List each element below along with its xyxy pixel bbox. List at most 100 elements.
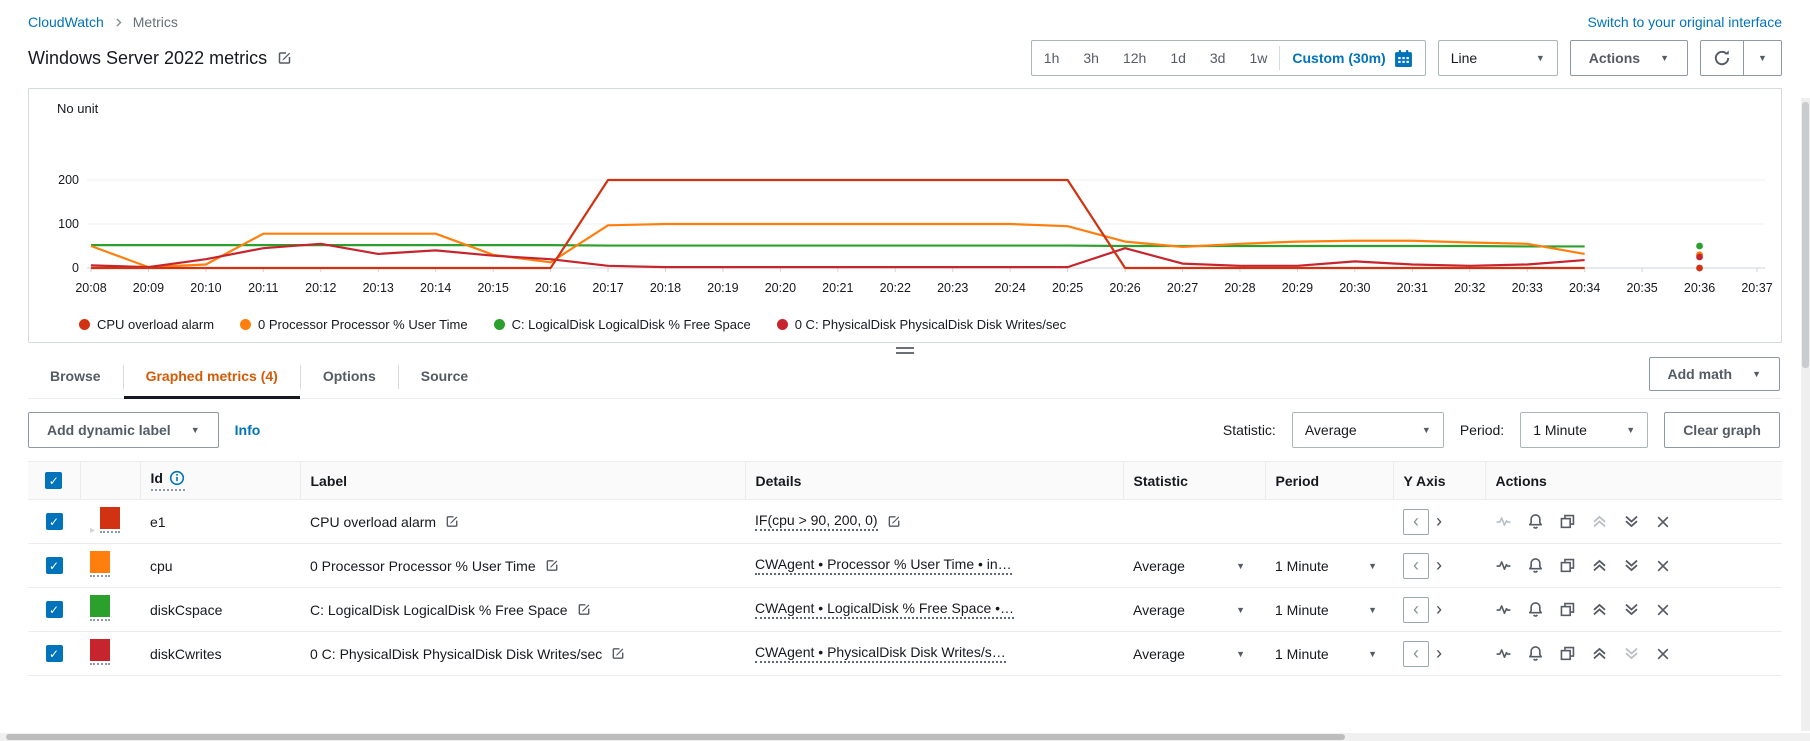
metric-id: e1	[140, 499, 300, 544]
tab-graphed-metrics[interactable]: Graphed metrics (4)	[123, 356, 300, 399]
row-checkbox[interactable]: ✓	[45, 513, 63, 531]
y-axis-left-button[interactable]: ‹	[1403, 552, 1429, 579]
panel-resize-handle[interactable]	[896, 347, 914, 354]
move-down-icon[interactable]	[1623, 601, 1640, 618]
edit-title-icon[interactable]	[277, 50, 293, 66]
breadcrumb-cloudwatch-link[interactable]: CloudWatch	[28, 14, 104, 30]
edit-label-icon[interactable]	[445, 514, 460, 529]
edit-label-icon[interactable]	[577, 602, 592, 617]
metric-details-link[interactable]: CWAgent • PhysicalDisk Disk Writes/s…	[755, 644, 1006, 663]
bell-icon[interactable]	[1527, 601, 1544, 618]
add-dynamic-label-button[interactable]: Add dynamic label ▼	[28, 412, 219, 448]
horizontal-scrollbar-thumb[interactable]	[6, 734, 1346, 740]
period-select[interactable]: 1 Minute ▼	[1520, 412, 1649, 448]
tab-source[interactable]: Source	[420, 368, 469, 384]
move-up-icon[interactable]	[1591, 513, 1608, 530]
move-up-icon[interactable]	[1591, 645, 1608, 662]
legend-item[interactable]: 0 C: PhysicalDisk PhysicalDisk Disk Writ…	[776, 317, 1066, 332]
row-statistic-select[interactable]: Average ▼	[1133, 557, 1245, 574]
statistic-select[interactable]: Average ▼	[1291, 412, 1444, 448]
metric-details-link[interactable]: CWAgent • Processor % User Time • in…	[755, 556, 1012, 575]
metric-color-picker[interactable]	[100, 507, 121, 533]
id-column-header[interactable]: Id	[150, 470, 185, 491]
remove-icon[interactable]	[1655, 646, 1671, 662]
edit-label-icon[interactable]	[545, 558, 560, 573]
chart-type-select[interactable]: Line ▼	[1437, 40, 1558, 76]
switch-interface-link[interactable]: Switch to your original interface	[1587, 14, 1782, 30]
time-range-1d-button[interactable]: 1d	[1170, 50, 1186, 66]
metric-color-picker[interactable]	[90, 595, 110, 621]
metric-color-picker[interactable]	[90, 551, 110, 577]
metric-label: 0 C: PhysicalDisk PhysicalDisk Disk Writ…	[310, 645, 603, 662]
remove-icon[interactable]	[1655, 514, 1671, 530]
edit-label-icon[interactable]	[611, 646, 626, 661]
bell-icon[interactable]	[1527, 513, 1544, 530]
row-statistic-select[interactable]: Average ▼	[1133, 601, 1245, 618]
row-checkbox[interactable]: ✓	[45, 557, 63, 575]
select-all-checkbox[interactable]: ✓	[45, 472, 63, 490]
clear-graph-button[interactable]: Clear graph	[1664, 412, 1780, 448]
move-up-icon[interactable]	[1591, 601, 1608, 618]
refresh-options-button[interactable]: ▼	[1743, 41, 1781, 75]
row-checkbox[interactable]: ✓	[45, 645, 63, 663]
duplicate-icon[interactable]	[1559, 645, 1576, 662]
pulse-icon[interactable]	[1495, 513, 1512, 530]
time-range-3d-button[interactable]: 3d	[1209, 50, 1226, 66]
y-axis-right-button[interactable]: ›	[1436, 555, 1442, 575]
move-down-icon[interactable]	[1623, 557, 1640, 574]
actions-button[interactable]: Actions ▼	[1569, 40, 1688, 76]
row-period-select[interactable]: 1 Minute ▼	[1275, 645, 1377, 662]
bell-icon[interactable]	[1527, 645, 1544, 662]
expand-toggle-icon[interactable]: ▸	[90, 525, 96, 536]
tab-options[interactable]: Options	[322, 368, 376, 384]
info-link[interactable]: Info	[234, 422, 261, 438]
duplicate-icon[interactable]	[1559, 557, 1576, 574]
remove-icon[interactable]	[1655, 558, 1671, 574]
row-checkbox[interactable]: ✓	[45, 601, 63, 619]
bell-icon[interactable]	[1527, 557, 1544, 574]
metrics-line-chart[interactable]: 0 100 200 20:08 20:09 20:10 20:11 20:12 20:13 20:…	[33, 116, 1773, 308]
move-up-icon[interactable]	[1591, 557, 1608, 574]
pulse-icon[interactable]	[1495, 601, 1512, 618]
legend-item[interactable]: CPU overload alarm	[79, 317, 214, 332]
graphed-metrics-table: ✓ Id Label Details Statistic Period Y Ax…	[28, 461, 1782, 676]
duplicate-icon[interactable]	[1559, 513, 1576, 530]
move-down-icon[interactable]	[1623, 645, 1640, 662]
duplicate-icon[interactable]	[1559, 601, 1576, 618]
row-statistic-select[interactable]: Average ▼	[1133, 645, 1245, 662]
time-range-12h-button[interactable]: 12h	[1122, 50, 1147, 66]
pulse-icon[interactable]	[1495, 645, 1512, 662]
y-axis-left-button[interactable]: ‹	[1403, 596, 1429, 623]
tab-browse[interactable]: Browse	[50, 368, 101, 384]
time-range-3h-button[interactable]: 3h	[1083, 50, 1099, 66]
y-axis-left-button[interactable]: ‹	[1403, 640, 1429, 667]
move-down-icon[interactable]	[1623, 513, 1640, 530]
add-math-button[interactable]: Add math ▼	[1648, 357, 1780, 391]
info-icon[interactable]	[169, 470, 185, 486]
time-range-1w-button[interactable]: 1w	[1249, 50, 1268, 66]
vertical-scrollbar-thumb[interactable]	[1802, 102, 1809, 368]
svg-text:20:29: 20:29	[1282, 281, 1313, 295]
y-axis-left-button[interactable]: ‹	[1403, 508, 1429, 535]
legend-item[interactable]: C: LogicalDisk LogicalDisk % Free Space	[493, 317, 751, 332]
legend-item[interactable]: 0 Processor Processor % User Time	[240, 317, 468, 332]
pulse-icon[interactable]	[1495, 557, 1512, 574]
row-period-select[interactable]: 1 Minute ▼	[1275, 601, 1377, 618]
edit-expression-icon[interactable]	[887, 514, 902, 529]
y-axis-right-button[interactable]: ›	[1436, 511, 1442, 531]
horizontal-scrollbar[interactable]	[0, 733, 1810, 741]
time-range-1h-button[interactable]: 1h	[1043, 50, 1060, 66]
statistic-label: Statistic:	[1222, 422, 1276, 438]
y-axis-right-button[interactable]: ›	[1436, 643, 1442, 663]
metric-details-link[interactable]: CWAgent • LogicalDisk % Free Space •…	[755, 600, 1015, 619]
custom-time-range-button[interactable]: Custom (30m)	[1279, 46, 1424, 70]
vertical-scrollbar[interactable]	[1801, 98, 1810, 731]
svg-text:20:25: 20:25	[1052, 281, 1083, 295]
metric-color-picker[interactable]	[90, 639, 110, 665]
metric-details-link[interactable]: IF(cpu > 90, 200, 0)	[755, 512, 878, 531]
refresh-button[interactable]	[1701, 41, 1743, 75]
remove-icon[interactable]	[1655, 602, 1671, 618]
row-period-select[interactable]: 1 Minute ▼	[1275, 557, 1377, 574]
svg-text:20:28: 20:28	[1224, 281, 1255, 295]
y-axis-right-button[interactable]: ›	[1436, 599, 1442, 619]
